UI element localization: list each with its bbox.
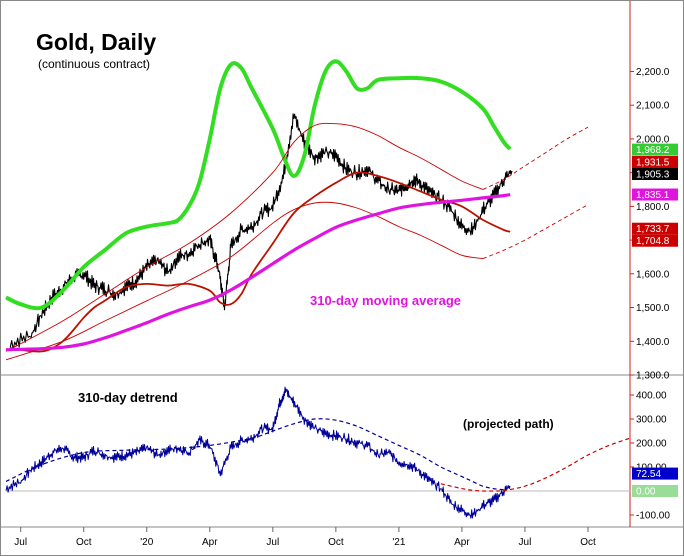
y-tick-label: 2,100.0 (636, 101, 670, 112)
series-projected-envelope-lower (482, 204, 589, 260)
series-red-moving-average (10, 171, 511, 353)
price-label-box (632, 188, 678, 201)
x-tick-label: '21 (392, 537, 405, 548)
x-tick-label: Oct (580, 537, 596, 548)
series-projected-path (440, 437, 631, 492)
price-label-box (632, 222, 678, 235)
series-projected-envelope-upper (482, 126, 589, 190)
x-tick-label: Jul (266, 537, 279, 548)
x-tick-label: Oct (328, 537, 344, 548)
y-tick-label: 1,800.0 (636, 202, 670, 213)
chart-title: Gold, Daily (36, 29, 156, 55)
y-tick-label: 1,600.0 (636, 269, 670, 280)
ma-annotation: 310-day moving average (310, 293, 461, 308)
price-label-text: 1,733.7 (636, 224, 670, 235)
series-forecast-envelope-lower (5, 201, 483, 361)
projected-path-annotation: (projected path) (463, 417, 554, 431)
chart-subtitle: (continuous contract) (38, 57, 150, 71)
series-gold-price (9, 113, 513, 351)
price-label-text: 0.00 (636, 487, 656, 498)
time-axis: Jul Oct '20 Apr Jul Oct '21 Apr Jul Oct (14, 527, 596, 548)
price-label-text: 1,704.8 (636, 236, 670, 247)
series-detrended-gold (5, 386, 511, 519)
price-label-box (632, 234, 678, 247)
x-tick-label: Apr (454, 537, 470, 548)
series-forecast-envelope-upper (5, 122, 484, 352)
price-label-text: 1,931.5 (636, 158, 670, 169)
x-tick-label: Jul (14, 537, 27, 548)
price-label-box (632, 467, 678, 480)
y-tick-label: -100.00 (636, 511, 670, 522)
detrend-title: 310-day detrend (78, 390, 178, 405)
series-detrend-cycle-dashed (5, 418, 504, 491)
y-tick-label: 1,500.0 (636, 303, 670, 314)
price-label-box (632, 156, 678, 169)
y-tick-label: 300.00 (636, 415, 667, 426)
price-label-box (632, 143, 678, 156)
price-label-text: 1,905.3 (636, 170, 670, 181)
x-tick-label: Jul (519, 537, 532, 548)
price-label-text: 1,835.1 (636, 190, 670, 201)
price-label-text: 1,968.2 (636, 145, 670, 156)
price-label-box (632, 485, 678, 497)
y-tick-label: 2,000.0 (636, 134, 670, 145)
price-label-box (632, 168, 678, 181)
y-tick-label: 1,400.0 (636, 337, 670, 348)
series-upper-cycle-band-green (5, 59, 512, 311)
y-tick-label: 1,300.0 (636, 371, 670, 382)
x-tick-label: '20 (140, 537, 153, 548)
y-tick-label: 400.00 (636, 391, 667, 402)
x-tick-label: Oct (76, 537, 92, 548)
x-tick-label: Apr (202, 537, 218, 548)
series-310-day-moving-average (5, 193, 511, 352)
price-label-text: 72.54 (636, 469, 661, 480)
y-tick-label: 200.00 (636, 439, 667, 450)
price-panel: 1,300.01,400.01,500.01,600.01,700.01,800… (5, 59, 678, 382)
y-tick-label: 2,200.0 (636, 67, 670, 78)
